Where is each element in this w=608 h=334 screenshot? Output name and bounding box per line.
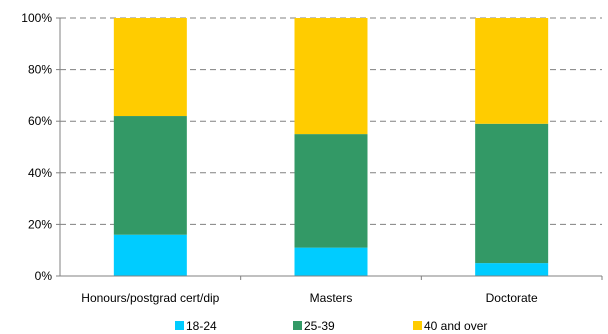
x-tick-label: Doctorate: [486, 291, 538, 305]
y-tick-label: 40%: [28, 166, 52, 180]
legend-item: 40 and over: [413, 319, 487, 333]
bar-segment-18-24: [475, 263, 548, 276]
legend: 18-24 25-39 40 and over: [175, 319, 487, 333]
y-tick-label: 20%: [28, 217, 52, 231]
bar-segment-25-39: [475, 124, 548, 263]
legend-label: 25-39: [304, 319, 335, 333]
legend-item: 25-39: [293, 319, 335, 333]
y-tick-label: 80%: [28, 63, 52, 77]
bar-segment-18-24: [114, 235, 187, 276]
bar-segment-40-and-over: [475, 18, 548, 124]
bars: [114, 18, 548, 276]
bar-segment-25-39: [114, 116, 187, 235]
x-axis-tick-labels: Honours/postgrad cert/dip Masters Doctorat…: [81, 291, 538, 305]
legend-item: 18-24: [175, 319, 217, 333]
legend-swatch: [413, 321, 422, 330]
y-axis-tick-labels: 0% 20% 40% 60% 80% 100%: [21, 11, 52, 283]
legend-label: 40 and over: [424, 319, 487, 333]
bar-segment-40-and-over: [114, 18, 187, 116]
y-tick-label: 60%: [28, 114, 52, 128]
bar-segment-25-39: [295, 134, 368, 248]
bar-segment-18-24: [295, 248, 368, 276]
x-tick-label: Masters: [310, 291, 353, 305]
legend-label: 18-24: [186, 319, 217, 333]
legend-swatch: [175, 321, 184, 330]
legend-swatch: [293, 321, 302, 330]
y-tick-label: 0%: [35, 269, 53, 283]
y-tick-label: 100%: [21, 11, 52, 25]
bar-segment-40-and-over: [295, 18, 368, 134]
x-tick-label: Honours/postgrad cert/dip: [81, 291, 219, 305]
